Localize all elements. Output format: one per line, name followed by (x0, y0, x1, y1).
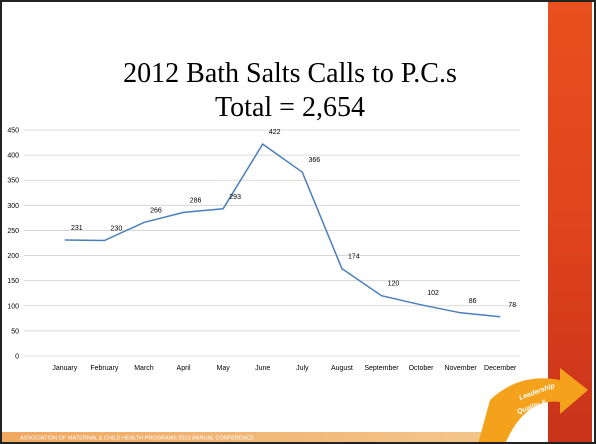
logo-arrow (478, 368, 588, 444)
footer-bar (2, 432, 482, 442)
y-tick-label: 100 (7, 303, 19, 310)
side-bar (548, 2, 592, 442)
x-tick-label: May (217, 365, 231, 372)
y-tick-label: 450 (7, 128, 19, 135)
x-tick-label: January (52, 365, 77, 372)
x-tick-label: September (364, 365, 399, 372)
y-tick-label: 0 (15, 354, 19, 361)
footer-text: ASSOCIATION OF MATERNAL & CHILD HEALTH P… (20, 436, 254, 442)
chart-title: 2012 Bath Salts Calls to P.C.s (123, 58, 457, 89)
data-label: 286 (190, 197, 202, 204)
data-label: 78 (508, 302, 516, 309)
data-label: 293 (229, 194, 241, 201)
y-tick-label: 300 (7, 203, 19, 210)
line (64, 143, 501, 318)
x-tick-label: August (331, 365, 353, 372)
data-label: 231 (71, 225, 83, 232)
x-tick-label: March (134, 365, 154, 372)
y-tick-label: 150 (7, 278, 19, 285)
data-label: 174 (348, 254, 360, 261)
y-tick-label: 250 (7, 228, 19, 235)
x-tick-label: April (177, 365, 191, 372)
x-tick-label: December (484, 365, 517, 372)
y-tick-label: 200 (7, 253, 19, 260)
y-tick-label: 50 (11, 328, 19, 335)
data-label: 366 (308, 157, 320, 164)
data-label: 86 (469, 298, 477, 305)
chart-subtitle: Total = 2,654 (215, 92, 365, 123)
data-label: 120 (388, 281, 400, 288)
data-label: 266 (150, 207, 162, 214)
x-tick-label: February (90, 365, 119, 372)
x-tick-label: July (296, 365, 309, 372)
y-tick-label: 400 (7, 153, 19, 160)
y-tick-label: 350 (7, 178, 19, 185)
data-label: 230 (111, 225, 123, 232)
x-tick-label: October (409, 365, 435, 372)
data-label: 102 (427, 290, 439, 297)
data-label: 422 (269, 129, 281, 136)
x-tick-label: June (255, 365, 270, 372)
x-tick-label: November (444, 365, 477, 372)
